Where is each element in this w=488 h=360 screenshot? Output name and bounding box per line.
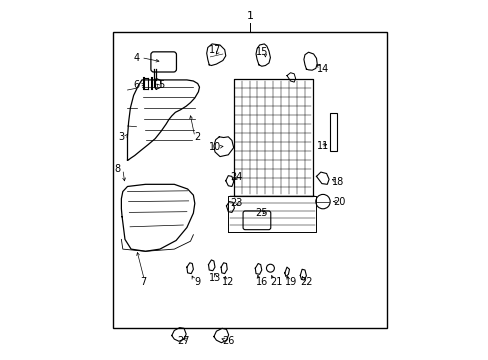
Text: 27: 27 (177, 336, 189, 346)
Text: 16: 16 (255, 276, 267, 287)
Text: 24: 24 (230, 172, 242, 182)
Text: 13: 13 (208, 273, 221, 283)
Text: 20: 20 (333, 197, 346, 207)
Text: 3: 3 (118, 132, 124, 142)
Text: 7: 7 (140, 276, 146, 287)
Bar (329, 113, 336, 151)
Text: 6: 6 (133, 80, 139, 90)
Text: 18: 18 (331, 177, 344, 187)
Text: 12: 12 (222, 276, 234, 287)
Text: 26: 26 (222, 336, 234, 346)
Text: 2: 2 (194, 132, 201, 142)
Text: 11: 11 (316, 141, 328, 151)
Text: 5: 5 (158, 80, 164, 90)
Text: 15: 15 (255, 47, 267, 57)
Text: 19: 19 (285, 276, 297, 287)
Text: 17: 17 (208, 45, 221, 55)
Bar (113, 32, 386, 328)
Text: 10: 10 (208, 142, 221, 152)
Text: 25: 25 (255, 208, 267, 218)
Text: 23: 23 (230, 198, 242, 208)
Text: 4: 4 (133, 53, 139, 63)
Text: 22: 22 (300, 276, 312, 287)
Text: 14: 14 (316, 64, 328, 74)
Text: 1: 1 (246, 11, 253, 21)
Text: 21: 21 (269, 276, 282, 287)
Text: 8: 8 (115, 164, 121, 174)
Text: 9: 9 (194, 276, 200, 287)
